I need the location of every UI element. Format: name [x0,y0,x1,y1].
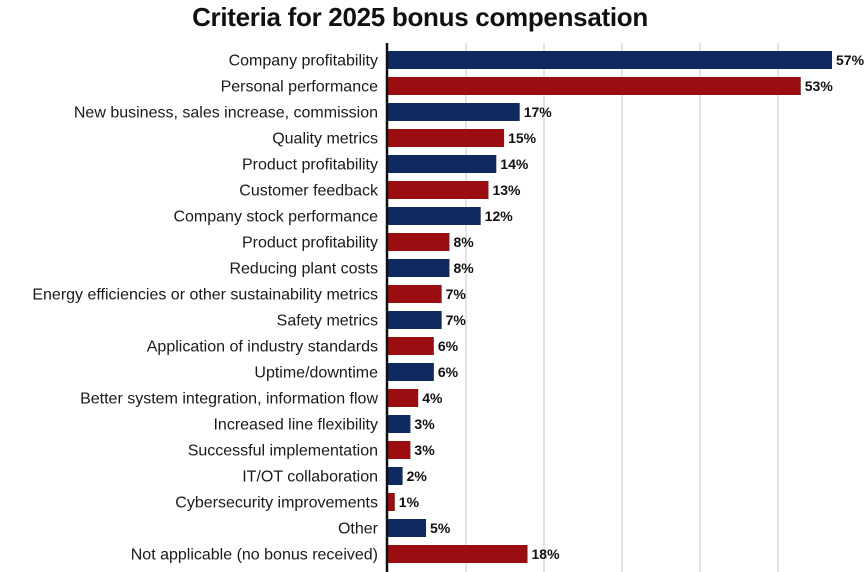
bar [387,103,520,121]
value-label: 57% [836,52,865,68]
category-label: Personal performance [221,79,379,96]
category-label: Uptime/downtime [254,365,378,382]
value-label: 12% [485,208,514,224]
value-label: 7% [446,286,467,302]
value-label: 15% [508,130,537,146]
value-label: 2% [407,468,428,484]
category-label: Quality metrics [272,131,378,148]
value-labels: 57%53% 17% 15% 14% 13% 12% 8% 8% 7% 7% 6% 6% 4% 3% 3% 2… [399,52,865,562]
value-label: 8% [453,260,474,276]
bar [387,415,411,433]
category-label: IT/OT collaboration [242,469,378,486]
value-label: 7% [446,312,467,328]
value-label: 1% [399,494,420,510]
category-label: Reducing plant costs [229,261,378,278]
bar [387,77,801,95]
bar [387,363,434,381]
category-label: Other [338,521,379,538]
value-label: 3% [414,416,435,432]
bar [387,155,497,173]
bar [387,493,395,511]
value-label: 13% [492,182,521,198]
category-label: Not applicable (no bonus received) [131,547,378,564]
bar [387,311,442,329]
value-label: 53% [805,78,834,94]
chart-title: Criteria for 2025 bonus compensation [192,2,648,32]
category-label: Energy efficiencies or other sustainabil… [32,287,378,304]
bar [387,337,434,355]
bars [387,51,832,563]
category-labels: Company profitability Personal performanc… [32,53,379,564]
bar [387,519,427,537]
bar [387,441,411,459]
category-label: Successful implementation [188,443,378,460]
category-label: Product profitability [242,235,378,252]
value-label: 18% [532,546,561,562]
bar [387,467,403,485]
category-label: Better system integration, information f… [80,391,378,408]
bar [387,389,419,407]
value-label: 17% [524,104,553,120]
category-label: Increased line flexibility [213,417,378,434]
value-label: 3% [414,442,435,458]
category-label: Company profitability [229,53,378,70]
category-label: Customer feedback [239,183,379,200]
bar [387,285,442,303]
value-label: 6% [438,338,459,354]
bar [387,259,450,277]
value-label: 4% [422,390,443,406]
value-label: 6% [438,364,459,380]
category-label: New business, sales increase, commission [74,105,378,122]
category-label: Application of industry standards [147,339,378,356]
bar [387,181,489,199]
value-label: 14% [500,156,529,172]
gridlines [465,43,779,572]
bar [387,545,528,563]
value-label: 8% [453,234,474,250]
bar [387,233,450,251]
category-label: Safety metrics [277,313,378,330]
value-label: 5% [430,520,451,536]
category-label: Cybersecurity improvements [175,495,378,512]
bar [387,129,505,147]
bar [387,207,481,225]
category-label: Product profitability [242,157,378,174]
category-label: Company stock performance [173,209,378,226]
bar [387,51,832,69]
